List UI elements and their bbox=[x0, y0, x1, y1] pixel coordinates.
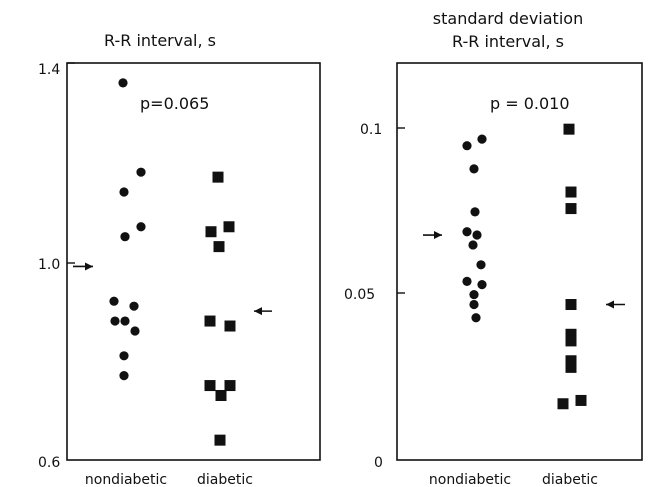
y-tick-label: 0.05 bbox=[344, 287, 375, 303]
diabetic-point bbox=[565, 186, 577, 198]
diabetic-point bbox=[563, 123, 575, 135]
data-marks bbox=[397, 123, 625, 410]
diabetic-point bbox=[557, 398, 569, 410]
y-tick-label: 1.0 bbox=[38, 257, 60, 273]
diabetic-point bbox=[212, 171, 224, 183]
diabetic-point bbox=[213, 241, 225, 253]
y-tick-label: 0.1 bbox=[360, 122, 382, 138]
x-category-label: nondiabetic bbox=[85, 472, 167, 487]
nondiabetic-point bbox=[136, 222, 146, 232]
nondiabetic-point bbox=[477, 280, 487, 290]
diabetic-point bbox=[565, 328, 577, 340]
nondiabetic-point bbox=[469, 299, 479, 310]
mean-arrow bbox=[606, 300, 625, 309]
p-value-annotation: p=0.065 bbox=[140, 94, 209, 113]
y-tick-label: 1.4 bbox=[38, 62, 60, 78]
diabetic-point bbox=[224, 320, 236, 332]
nondiabetic-point bbox=[109, 296, 119, 306]
diabetic-point bbox=[224, 380, 236, 392]
diabetic-point bbox=[565, 299, 577, 311]
nondiabetic-point bbox=[136, 167, 146, 177]
diabetic-point bbox=[565, 355, 577, 367]
nondiabetic-point bbox=[119, 351, 129, 361]
panel-sd-rr-interval: standard deviation R-R interval, s 0.1 0… bbox=[344, 9, 643, 487]
mean-arrow bbox=[73, 262, 93, 271]
nondiabetic-point bbox=[462, 276, 472, 286]
nondiabetic-point bbox=[119, 371, 129, 381]
nondiabetic-point bbox=[471, 313, 481, 323]
data-marks bbox=[67, 62, 272, 446]
diabetic-point bbox=[565, 203, 577, 215]
diabetic-point bbox=[575, 394, 587, 406]
nondiabetic-point bbox=[469, 164, 479, 174]
diabetic-point bbox=[565, 335, 577, 347]
nondiabetic-point bbox=[472, 230, 482, 240]
panel-rr-interval: R-R interval, s 1.4 1.0 0.6 p=0.065 nond… bbox=[38, 31, 321, 487]
nondiabetic-point bbox=[120, 232, 130, 242]
nondiabetic-point bbox=[468, 240, 478, 250]
nondiabetic-point bbox=[477, 134, 487, 144]
x-category-label: diabetic bbox=[197, 472, 253, 487]
chart-title-line-1: standard deviation bbox=[433, 9, 583, 28]
nondiabetic-point bbox=[462, 227, 472, 237]
mean-arrow bbox=[423, 231, 442, 240]
diabetic-point bbox=[215, 389, 227, 401]
plot-frame bbox=[396, 62, 643, 461]
nondiabetic-point bbox=[469, 289, 479, 300]
x-category-label: nondiabetic bbox=[429, 472, 511, 487]
chart-title-line-2: R-R interval, s bbox=[452, 32, 564, 51]
nondiabetic-point bbox=[120, 316, 130, 326]
nondiabetic-point bbox=[118, 78, 128, 88]
nondiabetic-point bbox=[476, 260, 486, 270]
nondiabetic-point bbox=[130, 326, 140, 336]
y-tick-label: 0.6 bbox=[38, 455, 60, 471]
chart-title: R-R interval, s bbox=[104, 31, 216, 50]
diabetic-point bbox=[205, 226, 217, 238]
diabetic-point bbox=[565, 361, 577, 373]
nondiabetic-point bbox=[470, 207, 480, 217]
x-category-label: diabetic bbox=[542, 472, 598, 487]
y-tick-label: 0 bbox=[374, 455, 383, 471]
nondiabetic-point bbox=[129, 301, 139, 311]
mean-arrow bbox=[254, 307, 272, 316]
diabetic-point bbox=[204, 380, 216, 392]
nondiabetic-point bbox=[110, 316, 120, 326]
diabetic-point bbox=[204, 315, 216, 327]
nondiabetic-point bbox=[462, 141, 472, 151]
p-value-annotation: p = 0.010 bbox=[490, 94, 570, 113]
diabetic-point bbox=[214, 434, 226, 446]
plot-frame bbox=[66, 62, 321, 461]
nondiabetic-point bbox=[119, 187, 129, 197]
diabetic-point bbox=[223, 221, 235, 233]
